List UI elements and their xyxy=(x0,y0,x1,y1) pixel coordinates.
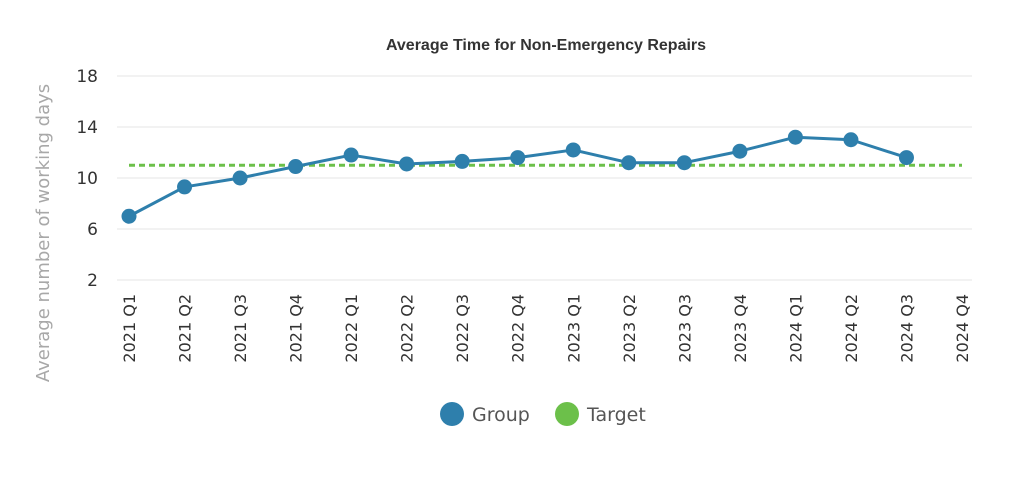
x-tick-label: 2023 Q3 xyxy=(675,294,694,363)
group-data-point xyxy=(121,208,137,224)
x-tick-label: 2021 Q3 xyxy=(231,294,250,363)
y-tick-label: 6 xyxy=(87,220,98,240)
y-tick-label: 14 xyxy=(76,118,98,138)
x-tick-label: 2024 Q3 xyxy=(897,294,916,363)
legend-item-target[interactable]: Target xyxy=(555,402,646,426)
y-axis-ticks: 2 6 10 14 18 xyxy=(76,67,98,291)
x-axis-ticks: 2021 Q1 2021 Q2 2021 Q3 2021 Q4 2022 Q1 2022 … xyxy=(120,294,972,363)
x-tick-label: 2024 Q4 xyxy=(953,294,972,363)
y-tick-label: 2 xyxy=(87,271,98,291)
group-data-point xyxy=(565,142,581,158)
legend-label: Group xyxy=(472,404,530,426)
x-tick-label: 2023 Q2 xyxy=(620,294,639,363)
x-tick-label: 2024 Q1 xyxy=(786,294,805,363)
y-tick-label: 18 xyxy=(76,67,98,87)
x-tick-label: 2022 Q2 xyxy=(398,294,417,363)
x-tick-label: 2023 Q1 xyxy=(564,294,583,363)
legend: Group Target xyxy=(440,402,646,426)
group-data-point xyxy=(732,143,748,159)
legend-label: Target xyxy=(586,404,646,426)
group-data-point xyxy=(288,159,304,175)
group-data-point xyxy=(898,150,914,166)
plot-series xyxy=(121,129,962,224)
group-data-point xyxy=(843,132,859,148)
x-tick-label: 2022 Q1 xyxy=(342,294,361,363)
group-data-point xyxy=(510,150,526,166)
x-tick-label: 2024 Q2 xyxy=(842,294,861,363)
group-data-point xyxy=(232,170,248,186)
x-tick-label: 2021 Q1 xyxy=(120,294,139,363)
legend-marker-target xyxy=(555,402,579,426)
legend-marker-group xyxy=(440,402,464,426)
x-tick-label: 2023 Q4 xyxy=(731,294,750,363)
x-tick-label: 2021 Q4 xyxy=(287,294,306,363)
group-data-point xyxy=(343,147,359,163)
group-data-point xyxy=(676,155,692,171)
group-data-point xyxy=(399,156,415,172)
x-tick-label: 2021 Q2 xyxy=(176,294,195,363)
y-tick-label: 10 xyxy=(76,169,98,189)
group-data-point xyxy=(177,179,193,195)
group-data-point xyxy=(621,155,637,171)
gridlines xyxy=(117,75,972,281)
group-data-point xyxy=(787,129,803,145)
x-tick-label: 2022 Q4 xyxy=(509,294,528,363)
chart-title: Average Time for Non-Emergency Repairs xyxy=(386,37,706,54)
y-axis-label: Average number of working days xyxy=(33,84,54,382)
legend-item-group[interactable]: Group xyxy=(440,402,530,426)
x-tick-label: 2022 Q3 xyxy=(453,294,472,363)
group-data-point xyxy=(454,153,470,169)
